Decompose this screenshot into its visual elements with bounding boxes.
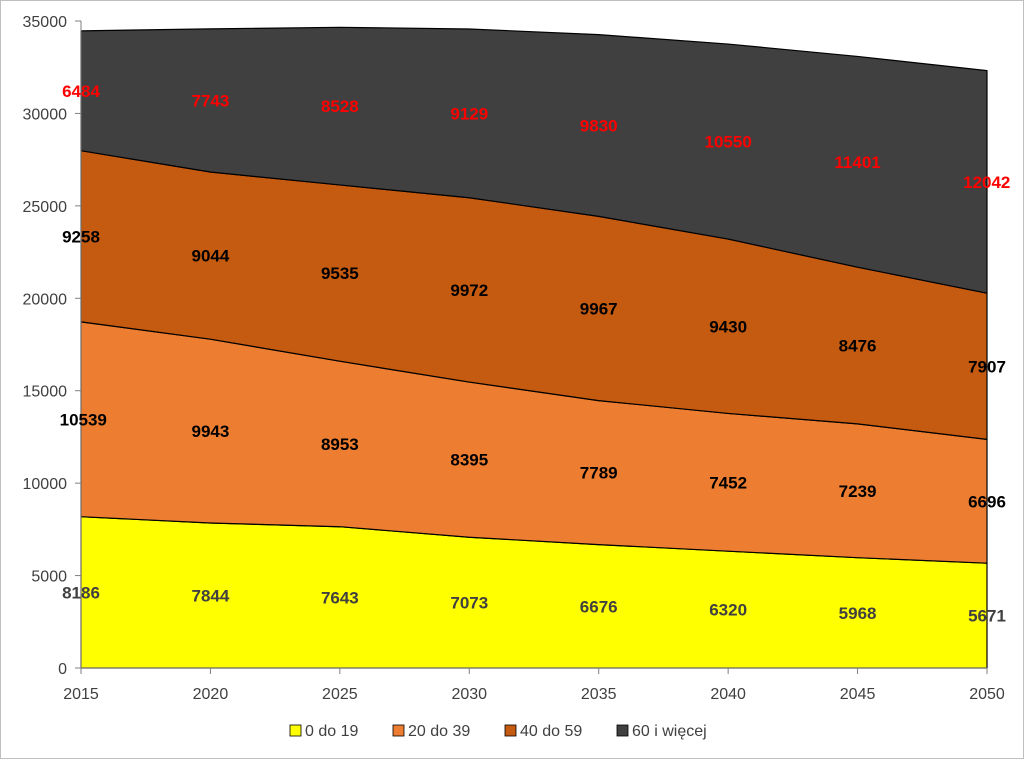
data-label: 7789 [580,464,618,483]
y-tick-label: 5000 [31,569,67,586]
x-tick-label: 2030 [451,686,487,703]
data-label: 9430 [709,317,747,336]
data-label: 8528 [321,97,359,116]
legend-swatch-2 [392,724,405,737]
data-label: 9129 [450,104,488,123]
x-tick-label: 2050 [969,686,1005,703]
data-label: 9972 [450,281,488,300]
y-tick-label: 35000 [23,14,68,31]
data-label: 7239 [839,482,877,501]
y-tick-label: 25000 [23,199,68,216]
data-label: 7452 [709,473,747,492]
y-tick-label: 10000 [23,476,68,493]
data-label: 9830 [580,116,618,135]
data-label: 7643 [321,588,359,607]
data-label: 7844 [192,586,230,605]
data-label: 6676 [580,597,618,616]
area-series-4 [80,26,988,294]
legend-label-2: 20 do 39 [408,723,470,740]
data-label: 11401 [834,153,880,172]
x-tick-label: 2015 [63,686,99,703]
x-tick-label: 2040 [710,686,746,703]
data-label: 7907 [968,357,1006,376]
legend-label-4: 60 i więcej [632,723,707,740]
y-tick-label: 15000 [23,384,68,401]
data-label: 8476 [839,337,877,356]
x-tick-label: 2020 [193,686,229,703]
x-tick-label: 2025 [322,686,358,703]
y-tick-label: 20000 [23,291,68,308]
data-label: 6696 [968,492,1006,511]
y-tick-label: 30000 [23,106,68,123]
data-label: 10539 [60,410,107,429]
data-label: 7073 [450,594,488,613]
legend-swatch-3 [504,724,517,737]
legend-label-1: 0 do 19 [305,723,358,740]
data-label: 9258 [62,227,100,246]
data-label: 10550 [705,133,752,152]
data-labels-layer: 8186 7844 7643 7073 6676 6320 5968 5671 10539 994… [60,82,1011,626]
legend-swatch-4 [616,724,629,737]
legend-label-3: 40 do 59 [520,723,582,740]
data-label: 6484 [62,82,100,101]
data-label: 5671 [968,607,1006,626]
data-label: 9535 [321,264,359,283]
data-label: 6320 [709,601,747,620]
data-label: 9943 [192,422,230,441]
data-label: 9967 [580,299,618,318]
areas-layer [80,26,988,669]
data-label: 5968 [839,604,877,623]
data-label: 9044 [192,247,230,266]
data-label: 7743 [192,91,230,110]
x-tick-label: 2035 [581,686,617,703]
x-tick-label: 2045 [840,686,876,703]
data-label: 8395 [450,451,488,470]
y-tick-label: 0 [58,661,67,678]
axes-layer: 0 5000 10000 15000 20000 25000 30000 35000 2015 2… [23,14,1005,703]
data-label: 12042 [963,173,1010,192]
legend-swatch-1 [289,724,302,737]
data-label: 8186 [62,583,100,602]
data-label: 8953 [321,435,359,454]
legend: 0 do 19 20 do 39 40 do 59 60 i więcej [289,723,707,740]
